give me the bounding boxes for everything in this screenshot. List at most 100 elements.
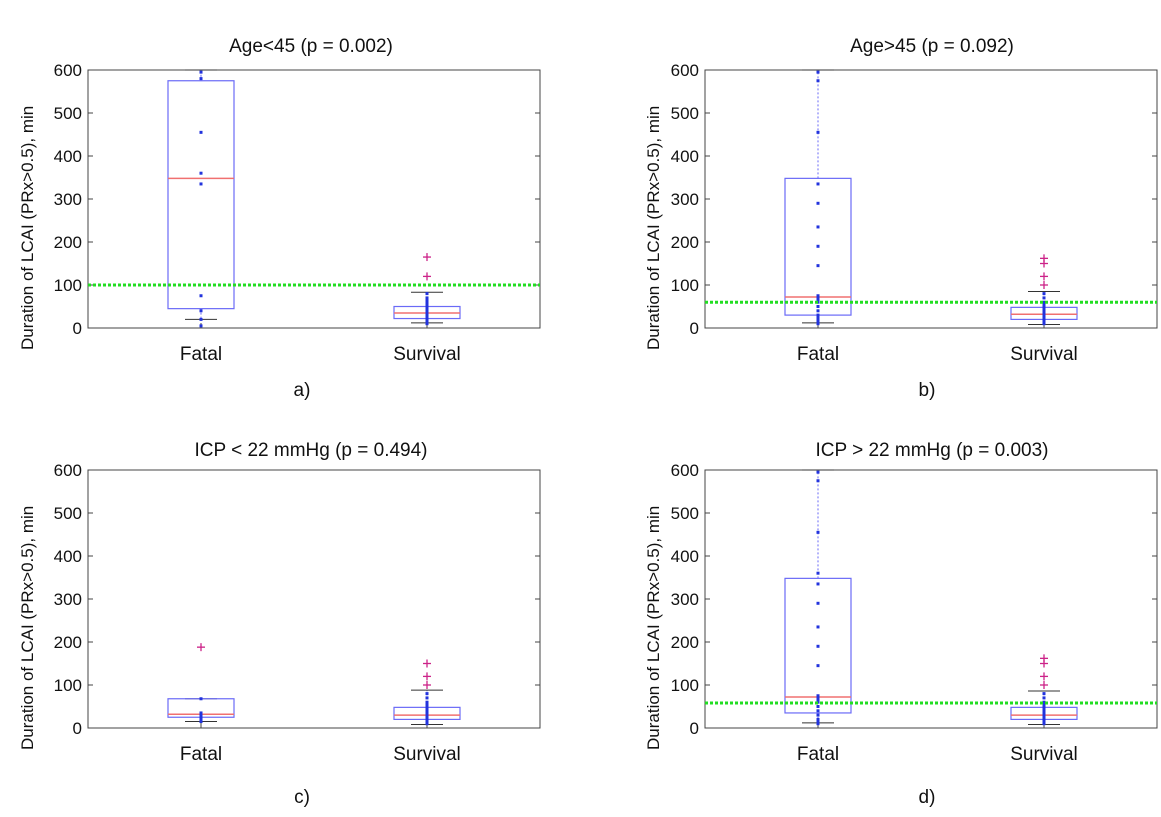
x-tick-label: Survival xyxy=(1010,744,1078,765)
x-tick-label: Fatal xyxy=(797,344,839,365)
data-point xyxy=(425,702,429,706)
plot-frame xyxy=(87,69,541,329)
data-point xyxy=(816,696,820,700)
data-point xyxy=(425,305,429,308)
data-point xyxy=(199,697,203,701)
data-point xyxy=(425,315,429,319)
y-tick-label: 500 xyxy=(54,104,82,123)
y-tick-label: 200 xyxy=(54,233,82,252)
data-point xyxy=(425,322,429,326)
data-point xyxy=(199,171,203,175)
data-point xyxy=(1042,709,1046,713)
data-point xyxy=(816,315,820,319)
data-point xyxy=(425,311,429,315)
x-tick-label: Fatal xyxy=(797,744,839,765)
chart-panel-d: ICP > 22 mmHg (p = 0.003) Duration of LC… xyxy=(580,410,1161,817)
data-point xyxy=(1042,715,1046,719)
data-point xyxy=(816,571,820,575)
data-point xyxy=(816,664,820,668)
data-point xyxy=(816,264,820,268)
data-point xyxy=(816,305,820,308)
box xyxy=(784,577,852,714)
data-point xyxy=(816,582,820,586)
data-point xyxy=(425,707,429,711)
data-point xyxy=(199,324,203,328)
data-point xyxy=(199,77,203,81)
data-point xyxy=(816,322,820,326)
y-tick-label: 400 xyxy=(671,147,699,166)
data-point xyxy=(816,625,820,629)
y-tick-label: 0 xyxy=(690,319,699,338)
data-point xyxy=(1042,696,1046,700)
data-point xyxy=(425,307,429,311)
y-tick-label: 100 xyxy=(671,276,699,295)
y-tick-label: 0 xyxy=(73,319,82,338)
data-point xyxy=(1042,713,1046,717)
data-point xyxy=(425,722,429,726)
data-point xyxy=(816,694,820,698)
data-point xyxy=(1042,311,1046,315)
x-tick-label: Survival xyxy=(393,744,461,765)
data-point xyxy=(816,298,820,302)
data-point xyxy=(199,317,203,321)
data-point xyxy=(816,479,820,483)
y-tick-label: 600 xyxy=(54,61,82,80)
data-point xyxy=(199,713,203,717)
data-point xyxy=(425,302,429,306)
data-point xyxy=(1042,300,1046,304)
x-tick-label: Fatal xyxy=(180,344,222,365)
x-tick-label: Survival xyxy=(393,344,461,365)
data-point xyxy=(816,313,820,317)
data-point xyxy=(816,225,820,229)
chart-title: ICP < 22 mmHg (p = 0.494) xyxy=(194,440,428,461)
data-point xyxy=(1042,707,1046,711)
data-point xyxy=(1042,717,1046,721)
data-point xyxy=(425,292,429,296)
data-point xyxy=(816,720,820,724)
data-point xyxy=(816,309,820,313)
data-point xyxy=(816,79,820,83)
data-point xyxy=(816,722,820,726)
plot-frame xyxy=(87,469,541,729)
data-point xyxy=(1042,320,1046,324)
data-point xyxy=(425,713,429,717)
chart-title: Age<45 (p = 0.002) xyxy=(229,36,393,57)
data-point xyxy=(425,692,429,696)
data-point xyxy=(425,296,429,300)
data-point xyxy=(425,317,429,321)
panel-caption: b) xyxy=(918,380,936,401)
data-point xyxy=(425,705,429,708)
data-point xyxy=(816,317,820,321)
box-plot: 0 100 200 300 400 500 600 Fatal Survival xyxy=(54,461,541,765)
data-point xyxy=(425,700,429,704)
data-point xyxy=(425,709,429,713)
data-point xyxy=(425,711,429,715)
data-point xyxy=(816,705,820,708)
data-point xyxy=(1042,720,1046,724)
data-point xyxy=(1042,302,1046,306)
data-point xyxy=(1042,307,1046,311)
data-point xyxy=(816,182,820,186)
y-tick-label: 600 xyxy=(671,61,699,80)
data-point xyxy=(1042,317,1046,321)
data-point xyxy=(1042,692,1046,696)
data-point xyxy=(1042,315,1046,319)
data-point xyxy=(1042,711,1046,715)
box xyxy=(167,80,235,310)
data-point xyxy=(816,709,820,713)
x-tick-label: Fatal xyxy=(180,744,222,765)
data-point xyxy=(1042,705,1046,708)
data-point xyxy=(1042,322,1046,326)
data-point xyxy=(816,296,820,300)
y-tick-label: 400 xyxy=(54,147,82,166)
chart-panel-c: ICP < 22 mmHg (p = 0.494) Duration of LC… xyxy=(0,410,580,817)
data-point xyxy=(425,717,429,721)
data-point xyxy=(199,720,203,724)
data-point xyxy=(816,320,820,324)
plot-frame xyxy=(704,69,1158,329)
data-point xyxy=(199,130,203,134)
data-point xyxy=(199,294,203,298)
y-tick-label: 400 xyxy=(54,547,82,566)
y-tick-label: 500 xyxy=(671,104,699,123)
x-tick-label: Survival xyxy=(1010,344,1078,365)
